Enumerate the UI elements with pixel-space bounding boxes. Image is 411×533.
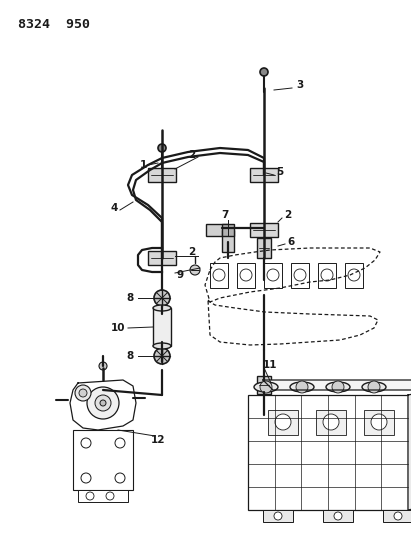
Bar [148, 251, 176, 265]
Text: 7: 7 [221, 210, 229, 220]
Bar [237, 263, 255, 288]
Bar [291, 263, 309, 288]
Bar [248, 395, 408, 510]
Circle shape [348, 269, 360, 281]
Circle shape [87, 387, 119, 419]
Text: 11: 11 [263, 360, 277, 370]
Bar [250, 168, 278, 182]
Text: 2: 2 [188, 247, 196, 257]
Text: 8: 8 [126, 293, 134, 303]
Circle shape [81, 438, 91, 448]
Circle shape [371, 414, 387, 430]
Polygon shape [408, 390, 411, 510]
Ellipse shape [153, 305, 171, 311]
Bar [222, 224, 234, 236]
Circle shape [79, 389, 87, 397]
Polygon shape [263, 380, 411, 390]
Text: 9: 9 [176, 270, 184, 280]
Circle shape [154, 348, 170, 364]
Circle shape [158, 144, 166, 152]
Circle shape [115, 473, 125, 483]
Circle shape [260, 68, 268, 76]
Circle shape [115, 438, 125, 448]
Text: 4: 4 [110, 203, 118, 213]
Ellipse shape [362, 382, 386, 392]
Bar [257, 376, 271, 394]
Circle shape [267, 269, 279, 281]
Circle shape [275, 414, 291, 430]
Bar [264, 263, 282, 288]
Circle shape [86, 492, 94, 500]
Circle shape [213, 269, 225, 281]
Text: 2: 2 [284, 210, 292, 220]
Bar [78, 490, 128, 502]
Circle shape [75, 385, 91, 401]
Bar [148, 168, 176, 182]
Bar [318, 263, 336, 288]
Text: 12: 12 [151, 435, 165, 445]
Circle shape [323, 414, 339, 430]
Circle shape [321, 269, 333, 281]
Text: 10: 10 [111, 323, 125, 333]
Circle shape [240, 269, 252, 281]
Ellipse shape [153, 343, 171, 349]
Text: 2: 2 [188, 150, 196, 160]
Ellipse shape [254, 382, 278, 392]
Text: 8324  950: 8324 950 [18, 18, 90, 31]
Bar [268, 410, 298, 435]
Circle shape [394, 512, 402, 520]
Ellipse shape [326, 382, 350, 392]
Text: 5: 5 [276, 167, 284, 177]
Bar [210, 263, 228, 288]
Circle shape [296, 381, 308, 393]
Circle shape [95, 395, 111, 411]
Bar [222, 230, 234, 252]
Ellipse shape [290, 382, 314, 392]
Bar [153, 308, 171, 346]
Bar [257, 238, 271, 258]
Text: 6: 6 [287, 237, 295, 247]
Bar [73, 430, 133, 490]
Bar [263, 510, 293, 522]
Bar [250, 223, 278, 237]
Circle shape [334, 512, 342, 520]
Circle shape [274, 512, 282, 520]
Circle shape [154, 290, 170, 306]
Circle shape [368, 381, 380, 393]
Polygon shape [70, 380, 136, 430]
Circle shape [294, 269, 306, 281]
Circle shape [99, 362, 107, 370]
Bar [345, 263, 363, 288]
Bar [316, 410, 346, 435]
Bar [383, 510, 411, 522]
Circle shape [81, 473, 91, 483]
Circle shape [332, 381, 344, 393]
Text: 3: 3 [296, 80, 304, 90]
Circle shape [106, 492, 114, 500]
Circle shape [260, 381, 272, 393]
Text: 8: 8 [126, 351, 134, 361]
Circle shape [100, 400, 106, 406]
Bar [323, 510, 353, 522]
Bar [364, 410, 394, 435]
Text: 1: 1 [139, 160, 147, 170]
Circle shape [190, 265, 200, 275]
Bar [206, 224, 228, 236]
